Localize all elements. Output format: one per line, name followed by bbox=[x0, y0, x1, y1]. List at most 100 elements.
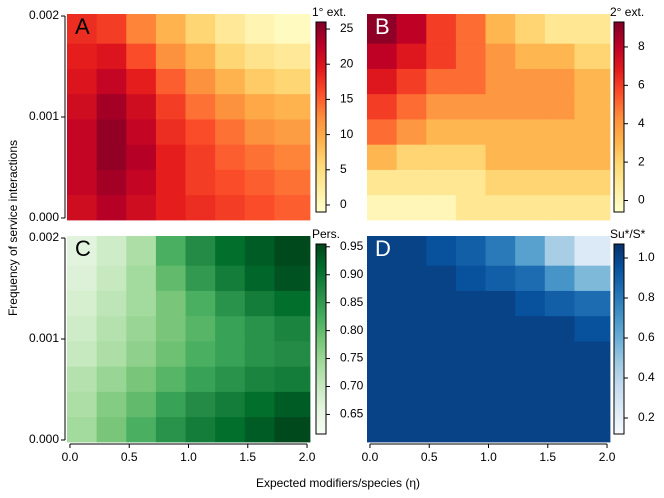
heat-cell bbox=[274, 194, 311, 221]
y-tick-label: 0.002 bbox=[29, 8, 59, 22]
heat-cell bbox=[455, 290, 486, 317]
heat-cell bbox=[485, 144, 516, 170]
heat-cell bbox=[426, 416, 457, 443]
heat-cell bbox=[155, 144, 186, 170]
heat-cell bbox=[574, 391, 611, 418]
heat-cell bbox=[396, 290, 427, 317]
x-tick-label: 0.5 bbox=[421, 450, 438, 464]
colorbar-tick-label: 15 bbox=[340, 92, 354, 106]
colorbar bbox=[315, 243, 327, 435]
panel-label: B bbox=[375, 14, 390, 39]
heat-cell bbox=[485, 290, 516, 317]
heat-cell bbox=[367, 119, 398, 145]
heat-cell bbox=[126, 119, 157, 145]
heat-cell bbox=[244, 169, 275, 196]
heat-cell bbox=[244, 366, 275, 392]
heat-cell bbox=[215, 236, 246, 266]
heat-cell bbox=[274, 265, 311, 291]
heat-cell bbox=[185, 194, 216, 221]
colorbar-tick-label: 6 bbox=[638, 78, 645, 92]
heat-cell bbox=[515, 315, 546, 342]
heat-cell bbox=[185, 236, 216, 266]
colorbar-tick-label: 2 bbox=[638, 154, 645, 168]
heat-cell bbox=[515, 68, 546, 95]
heat-cell bbox=[515, 14, 546, 44]
heat-cell bbox=[67, 144, 98, 170]
heat-cell bbox=[126, 391, 157, 418]
heat-cell bbox=[455, 43, 486, 69]
heat-cell bbox=[574, 68, 611, 95]
heat-cell bbox=[485, 68, 516, 95]
x-tick-label: 2.0 bbox=[599, 450, 616, 464]
x-tick-label: 1.0 bbox=[480, 450, 497, 464]
heat-cell bbox=[515, 119, 546, 145]
heat-cell bbox=[485, 194, 516, 221]
heat-cell bbox=[367, 315, 398, 342]
heat-cell bbox=[544, 265, 575, 291]
heat-cell bbox=[426, 43, 457, 69]
heat-cell bbox=[544, 43, 575, 69]
heat-cell bbox=[126, 366, 157, 392]
heat-cell bbox=[574, 93, 611, 120]
heat-cell bbox=[244, 144, 275, 170]
heat-cell bbox=[215, 366, 246, 392]
heat-cell bbox=[244, 236, 275, 266]
heat-cell bbox=[367, 265, 398, 291]
heat-cell bbox=[274, 144, 311, 170]
heat-cell bbox=[544, 93, 575, 120]
colorbar-tick-label: 0.70 bbox=[340, 379, 364, 393]
heat-cell bbox=[155, 93, 186, 120]
heat-cell bbox=[244, 290, 275, 317]
heat-cell bbox=[155, 14, 186, 44]
heat-cell bbox=[396, 391, 427, 418]
heat-cell bbox=[396, 366, 427, 392]
heat-cell bbox=[274, 14, 311, 44]
heat-cell bbox=[215, 119, 246, 145]
heat-cell bbox=[126, 194, 157, 221]
heat-cell bbox=[544, 169, 575, 196]
heat-cell bbox=[155, 194, 186, 221]
heat-cell bbox=[244, 43, 275, 69]
heat-cell bbox=[215, 416, 246, 443]
heat-cell bbox=[574, 194, 611, 221]
heat-cell bbox=[455, 14, 486, 44]
heat-cell bbox=[396, 14, 427, 44]
heat-cell bbox=[244, 14, 275, 44]
y-tick-label: 0.001 bbox=[29, 331, 59, 345]
heat-cell bbox=[455, 315, 486, 342]
heat-cell bbox=[185, 341, 216, 367]
heat-cell bbox=[96, 391, 127, 418]
heat-cell bbox=[215, 194, 246, 221]
heat-cell bbox=[244, 194, 275, 221]
heat-cell bbox=[274, 366, 311, 392]
y-axis-label: Frequency of service interactions bbox=[6, 140, 20, 316]
heat-cell bbox=[67, 236, 98, 266]
colorbar-tick-label: 20 bbox=[340, 56, 354, 70]
heat-cell bbox=[367, 391, 398, 418]
heat-cell bbox=[185, 43, 216, 69]
heat-cell bbox=[185, 68, 216, 95]
heat-cell bbox=[274, 391, 311, 418]
heat-cell bbox=[155, 43, 186, 69]
x-tick-label: 0.0 bbox=[362, 450, 379, 464]
heat-cell bbox=[544, 14, 575, 44]
heat-cell bbox=[544, 416, 575, 443]
heat-cell bbox=[155, 416, 186, 443]
heat-cell bbox=[126, 315, 157, 342]
heat-cell bbox=[215, 391, 246, 418]
heat-cell bbox=[215, 14, 246, 44]
heat-cell bbox=[96, 290, 127, 317]
heat-cell bbox=[185, 93, 216, 120]
heat-cell bbox=[396, 144, 427, 170]
heat-cell bbox=[367, 290, 398, 317]
heat-cell bbox=[67, 391, 98, 418]
colorbar-title: Pers. bbox=[312, 227, 340, 241]
heat-cell bbox=[455, 366, 486, 392]
heat-cell bbox=[67, 416, 98, 443]
x-axis-label: Expected modifiers/species (η) bbox=[256, 476, 420, 490]
heat-cell bbox=[126, 169, 157, 196]
heat-cell bbox=[485, 93, 516, 120]
heat-cell bbox=[215, 169, 246, 196]
heat-cell bbox=[515, 290, 546, 317]
y-tick-label: 0.001 bbox=[29, 109, 59, 123]
